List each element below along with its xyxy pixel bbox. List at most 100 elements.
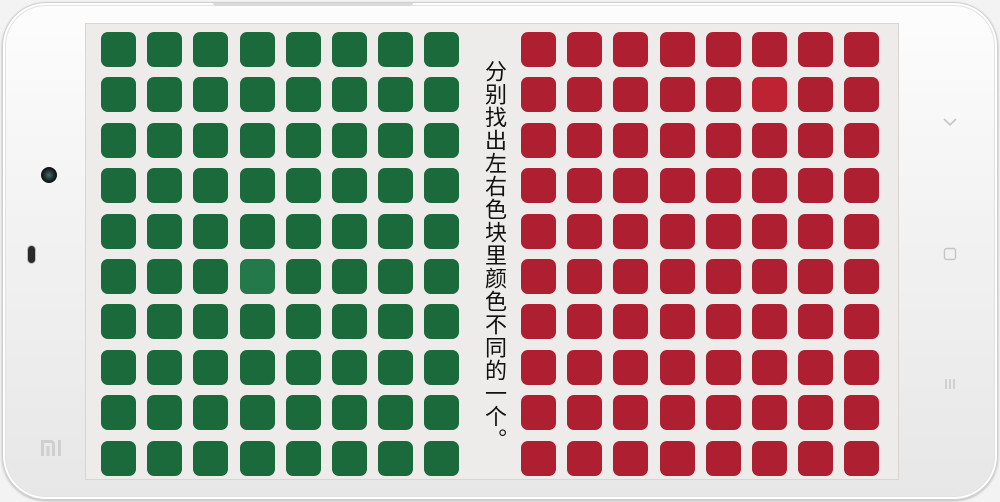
left-grid-tile[interactable] xyxy=(424,32,460,67)
right-grid-tile[interactable] xyxy=(844,258,880,294)
right-grid-tile[interactable] xyxy=(705,440,741,476)
right-grid-tile[interactable] xyxy=(659,122,695,158)
right-grid-tile[interactable] xyxy=(844,32,880,67)
left-grid-tile[interactable] xyxy=(101,168,136,204)
left-grid-tile[interactable] xyxy=(424,304,460,340)
right-grid-tile[interactable] xyxy=(659,304,695,340)
right-grid-tile[interactable] xyxy=(751,440,787,476)
left-grid-tile[interactable] xyxy=(239,32,275,67)
left-grid-tile[interactable] xyxy=(424,258,460,294)
left-grid-tile[interactable] xyxy=(239,349,275,385)
right-grid-tile[interactable] xyxy=(844,304,880,340)
left-grid-tile[interactable] xyxy=(285,32,321,67)
left-grid-tile[interactable] xyxy=(101,395,136,431)
right-grid-tile[interactable] xyxy=(705,258,741,294)
left-grid-tile[interactable] xyxy=(378,213,414,249)
left-grid-tile[interactable] xyxy=(147,304,183,340)
left-grid-tile[interactable] xyxy=(101,213,136,249)
right-grid-tile[interactable] xyxy=(521,168,556,204)
left-grid-tile[interactable] xyxy=(239,168,275,204)
left-grid-tile[interactable] xyxy=(424,440,460,476)
left-grid-tile[interactable] xyxy=(193,349,229,385)
right-grid-tile[interactable] xyxy=(705,349,741,385)
right-grid-tile[interactable] xyxy=(567,349,603,385)
home-button[interactable] xyxy=(935,239,965,269)
left-grid-tile[interactable] xyxy=(101,32,136,67)
right-grid-tile[interactable] xyxy=(751,32,787,67)
right-grid-tile[interactable] xyxy=(521,440,556,476)
left-grid-tile[interactable] xyxy=(378,304,414,340)
right-grid-tile[interactable] xyxy=(798,77,834,113)
right-grid-tile[interactable] xyxy=(613,77,649,113)
left-grid-tile[interactable] xyxy=(147,395,183,431)
right-grid-tile[interactable] xyxy=(521,304,556,340)
left-grid-tile[interactable] xyxy=(193,258,229,294)
right-grid-tile[interactable] xyxy=(798,122,834,158)
left-grid-tile[interactable] xyxy=(378,395,414,431)
right-grid-tile[interactable] xyxy=(613,395,649,431)
right-grid-tile[interactable] xyxy=(567,77,603,113)
right-grid-tile[interactable] xyxy=(567,122,603,158)
right-grid-tile[interactable] xyxy=(521,122,556,158)
right-grid-tile[interactable] xyxy=(844,349,880,385)
right-grid-tile[interactable] xyxy=(521,213,556,249)
right-grid-tile[interactable] xyxy=(659,77,695,113)
left-grid-tile[interactable] xyxy=(147,440,183,476)
left-grid-tile[interactable] xyxy=(101,304,136,340)
right-grid-tile[interactable] xyxy=(613,440,649,476)
menu-button[interactable] xyxy=(935,369,965,399)
right-grid-tile[interactable] xyxy=(521,395,556,431)
left-grid-tile[interactable] xyxy=(285,213,321,249)
right-grid-tile[interactable] xyxy=(659,395,695,431)
right-grid-tile[interactable] xyxy=(751,304,787,340)
left-grid-tile[interactable] xyxy=(331,32,367,67)
right-grid-tile[interactable] xyxy=(844,122,880,158)
left-grid-tile[interactable] xyxy=(331,349,367,385)
right-grid-tile[interactable] xyxy=(798,395,834,431)
right-grid-tile[interactable] xyxy=(844,77,880,113)
right-grid-tile[interactable] xyxy=(798,349,834,385)
right-grid-tile[interactable] xyxy=(659,258,695,294)
right-grid-tile[interactable] xyxy=(705,122,741,158)
left-grid-tile[interactable] xyxy=(331,440,367,476)
left-grid-tile[interactable] xyxy=(378,32,414,67)
right-grid-tile[interactable] xyxy=(751,77,787,113)
left-grid-tile[interactable] xyxy=(424,77,460,113)
left-grid-tile[interactable] xyxy=(147,168,183,204)
left-grid-tile[interactable] xyxy=(147,32,183,67)
left-grid-tile[interactable] xyxy=(331,122,367,158)
right-grid-tile[interactable] xyxy=(613,349,649,385)
right-grid-tile[interactable] xyxy=(751,213,787,249)
right-grid-tile[interactable] xyxy=(613,32,649,67)
right-grid-tile[interactable] xyxy=(798,168,834,204)
right-grid-tile[interactable] xyxy=(798,32,834,67)
left-grid-tile[interactable] xyxy=(378,122,414,158)
right-grid-tile[interactable] xyxy=(613,213,649,249)
right-grid-tile[interactable] xyxy=(798,440,834,476)
left-grid-tile[interactable] xyxy=(239,122,275,158)
left-grid-tile[interactable] xyxy=(331,77,367,113)
right-grid-tile[interactable] xyxy=(659,440,695,476)
left-grid-tile[interactable] xyxy=(101,258,136,294)
left-grid-tile[interactable] xyxy=(147,77,183,113)
right-grid-tile[interactable] xyxy=(567,213,603,249)
right-grid-tile[interactable] xyxy=(844,213,880,249)
left-grid-tile[interactable] xyxy=(101,440,136,476)
right-grid-tile[interactable] xyxy=(798,213,834,249)
left-grid-tile[interactable] xyxy=(239,395,275,431)
left-grid-tile[interactable] xyxy=(378,168,414,204)
right-grid-tile[interactable] xyxy=(613,304,649,340)
left-grid-tile[interactable] xyxy=(331,213,367,249)
right-grid-tile[interactable] xyxy=(705,304,741,340)
right-grid-tile[interactable] xyxy=(705,77,741,113)
right-grid-tile[interactable] xyxy=(751,258,787,294)
left-grid-tile[interactable] xyxy=(101,349,136,385)
left-grid-tile[interactable] xyxy=(101,77,136,113)
right-grid-tile[interactable] xyxy=(521,77,556,113)
left-grid-tile[interactable] xyxy=(147,349,183,385)
left-grid-tile[interactable] xyxy=(331,395,367,431)
left-grid-tile[interactable] xyxy=(147,213,183,249)
right-grid-tile[interactable] xyxy=(844,440,880,476)
left-grid-tile[interactable] xyxy=(239,77,275,113)
back-button[interactable] xyxy=(935,107,965,137)
